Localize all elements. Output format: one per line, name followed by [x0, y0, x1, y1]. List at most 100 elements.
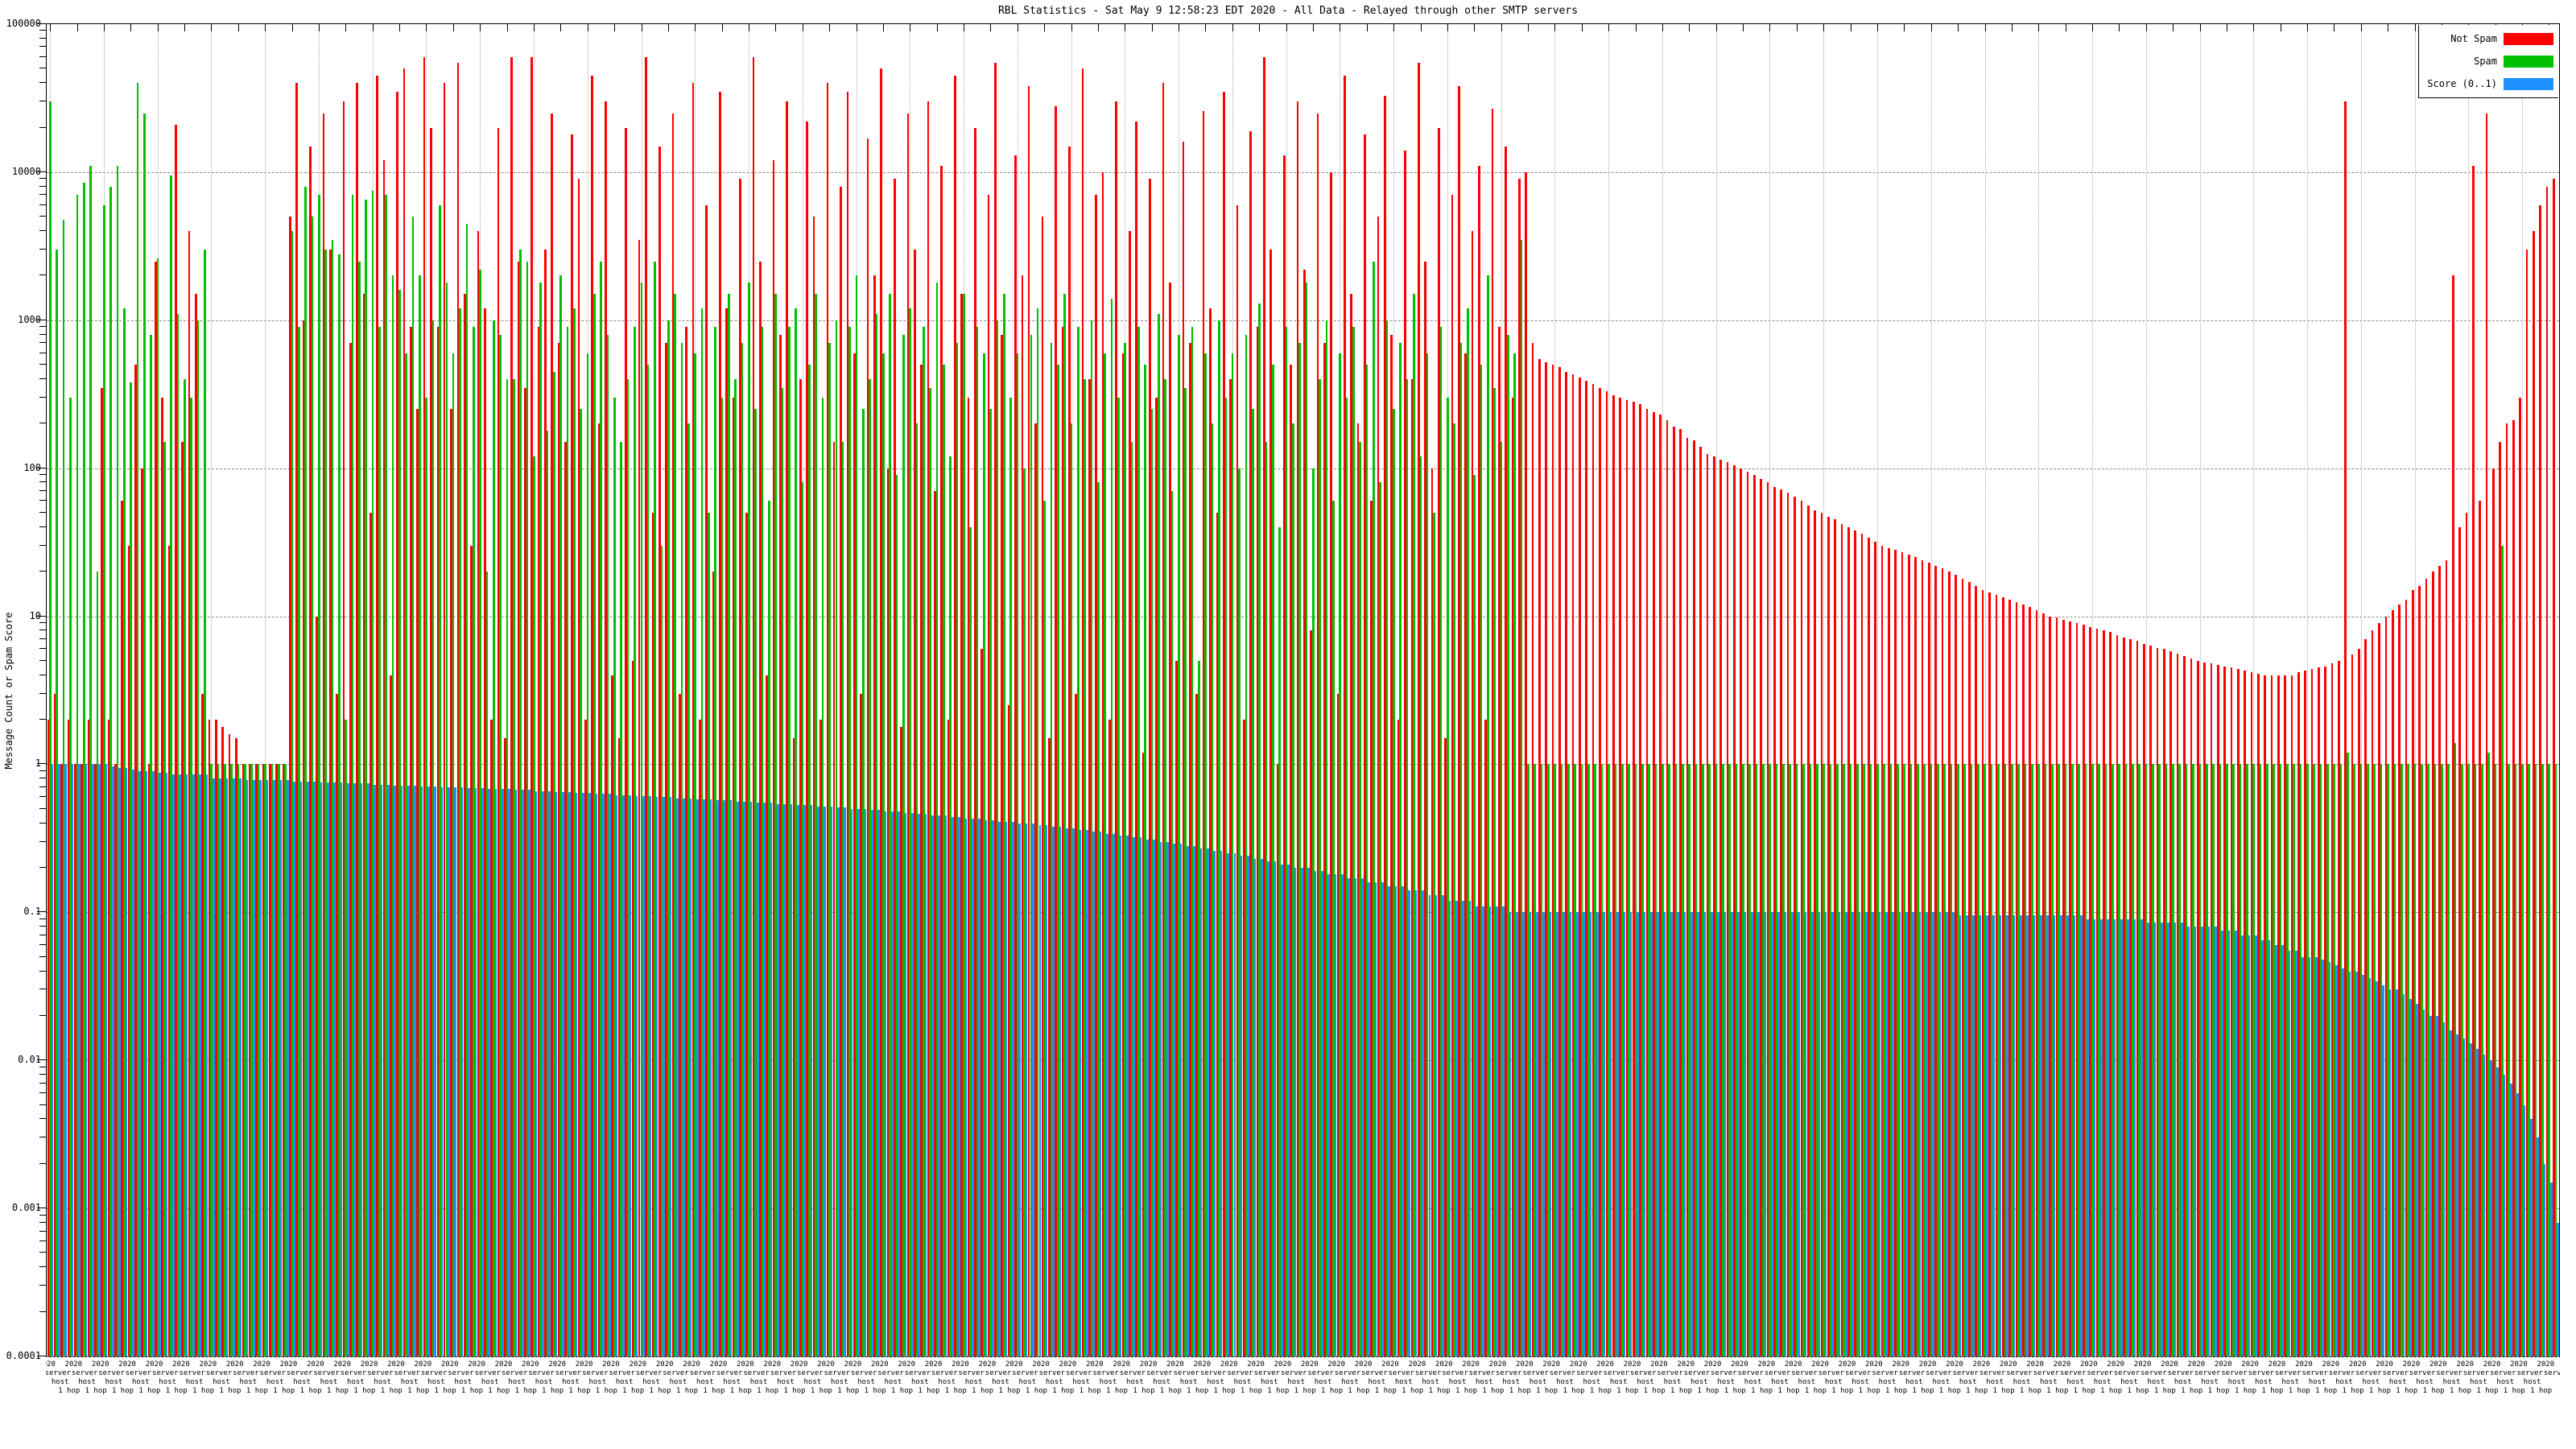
bar-not-spam: [1310, 630, 1312, 1356]
bar-spam: [244, 764, 246, 1356]
bar-score: [763, 803, 766, 1356]
x-tick-label: host: [1233, 1378, 1252, 1386]
x-tick-label: 1 hop: [1804, 1387, 1827, 1395]
bar-not-spam: [1149, 179, 1151, 1356]
bar-not-spam: [235, 738, 237, 1356]
bar-score: [844, 807, 847, 1356]
bar-spam: [2481, 764, 2483, 1356]
bar-score: [2019, 915, 2022, 1356]
bar-spam: [1204, 353, 1208, 1356]
y-tick-minor: [39, 970, 46, 972]
bar-score: [98, 764, 101, 1356]
x-tick: [103, 24, 105, 31]
bar-score: [468, 788, 470, 1356]
bar-not-spam: [390, 675, 392, 1356]
y-tick-minor: [39, 82, 46, 84]
x-tick-label: host: [723, 1378, 741, 1386]
x-tick-label: host: [1502, 1378, 1521, 1386]
bar-spam: [1641, 764, 1644, 1356]
bar-score: [2476, 1048, 2479, 1356]
bar-not-spam: [1001, 334, 1004, 1356]
bar-not-spam: [2136, 641, 2139, 1356]
bar-not-spam: [1625, 399, 1629, 1356]
bar-score: [454, 786, 457, 1356]
bar-score: [1032, 823, 1034, 1356]
bar-spam: [485, 572, 489, 1356]
bar-not-spam: [101, 387, 103, 1356]
bar-spam: [613, 397, 616, 1356]
x-tick-label: 2020: [118, 1360, 136, 1368]
bar-score: [1179, 844, 1183, 1356]
bar-not-spam: [1344, 75, 1346, 1356]
bar-spam: [224, 764, 226, 1356]
bar-score: [562, 791, 564, 1356]
x-tick-label: host: [588, 1378, 607, 1386]
x-tick-label: host: [132, 1378, 150, 1386]
bar-score: [2543, 1163, 2546, 1356]
bar-score: [1771, 912, 1773, 1356]
bar-not-spam: [571, 134, 574, 1356]
bar-not-spam: [2364, 639, 2368, 1356]
bar-spam: [2118, 764, 2121, 1356]
bar-score: [1422, 890, 1424, 1356]
bar-spam: [365, 200, 367, 1356]
x-tick-label: 1 hop: [729, 1387, 752, 1395]
x-tick-label: host: [2013, 1378, 2031, 1386]
bar-not-spam: [2472, 166, 2475, 1356]
bar-spam: [1070, 423, 1073, 1356]
bar-not-spam: [1981, 590, 1984, 1356]
x-tick-label: host: [2174, 1378, 2192, 1386]
bar-spam: [680, 343, 683, 1356]
x-tick-label: server: [1065, 1369, 1092, 1377]
bar-spam: [1970, 764, 1973, 1356]
bar-score: [1079, 830, 1082, 1356]
bar-score: [1804, 912, 1807, 1356]
x-tick-label: server: [1361, 1369, 1388, 1377]
x-tick-label: 1 hop: [380, 1387, 402, 1395]
bar-spam: [230, 764, 233, 1356]
x-tick-label: host: [2442, 1378, 2461, 1386]
bar-not-spam: [1780, 489, 1783, 1356]
bar-spam: [1789, 764, 1792, 1356]
bar-score: [1220, 851, 1223, 1356]
bar-not-spam: [155, 261, 157, 1356]
bar-not-spam: [1894, 550, 1897, 1356]
bar-not-spam: [2411, 590, 2414, 1356]
bars-container: [47, 24, 2560, 1356]
x-tick-label: 2020: [1516, 1360, 1534, 1368]
bar-not-spam: [2103, 630, 2105, 1356]
x-tick-label: 2020: [683, 1360, 700, 1368]
bar-not-spam: [832, 442, 836, 1356]
bar-spam: [2010, 764, 2013, 1356]
bar-score: [890, 811, 894, 1356]
y-tick-minor: [39, 571, 46, 572]
bar-spam: [1809, 764, 1812, 1356]
x-tick-label: host: [374, 1378, 392, 1386]
bar-not-spam: [1155, 397, 1158, 1356]
bar-not-spam: [1202, 110, 1205, 1356]
bar-not-spam: [93, 764, 97, 1356]
bar-score: [2254, 935, 2257, 1356]
bar-score: [2315, 956, 2318, 1356]
bar-not-spam: [2545, 186, 2549, 1356]
y-tick-minor: [39, 333, 46, 335]
x-tick-label: server: [2113, 1369, 2140, 1377]
bar-score: [1623, 912, 1626, 1356]
bar-not-spam: [1538, 358, 1541, 1356]
bar-score: [864, 808, 867, 1356]
x-tick-label: 2020: [1435, 1360, 1453, 1368]
bar-score: [1529, 912, 1532, 1356]
x-tick-label: 1 hop: [1724, 1387, 1746, 1395]
x-tick-label: server: [420, 1369, 448, 1377]
bar-score: [2429, 1015, 2432, 1356]
bar-score: [2530, 1119, 2533, 1356]
bar-score: [1146, 839, 1149, 1356]
bar-score: [2490, 1060, 2492, 1356]
legend-label-notspam: Not Spam: [2450, 33, 2497, 44]
bar-not-spam: [1800, 501, 1803, 1356]
bar-not-spam: [1679, 428, 1682, 1356]
x-tick-label: server: [850, 1369, 877, 1377]
bar-not-spam: [1505, 146, 1507, 1356]
bar-not-spam: [2499, 442, 2502, 1356]
